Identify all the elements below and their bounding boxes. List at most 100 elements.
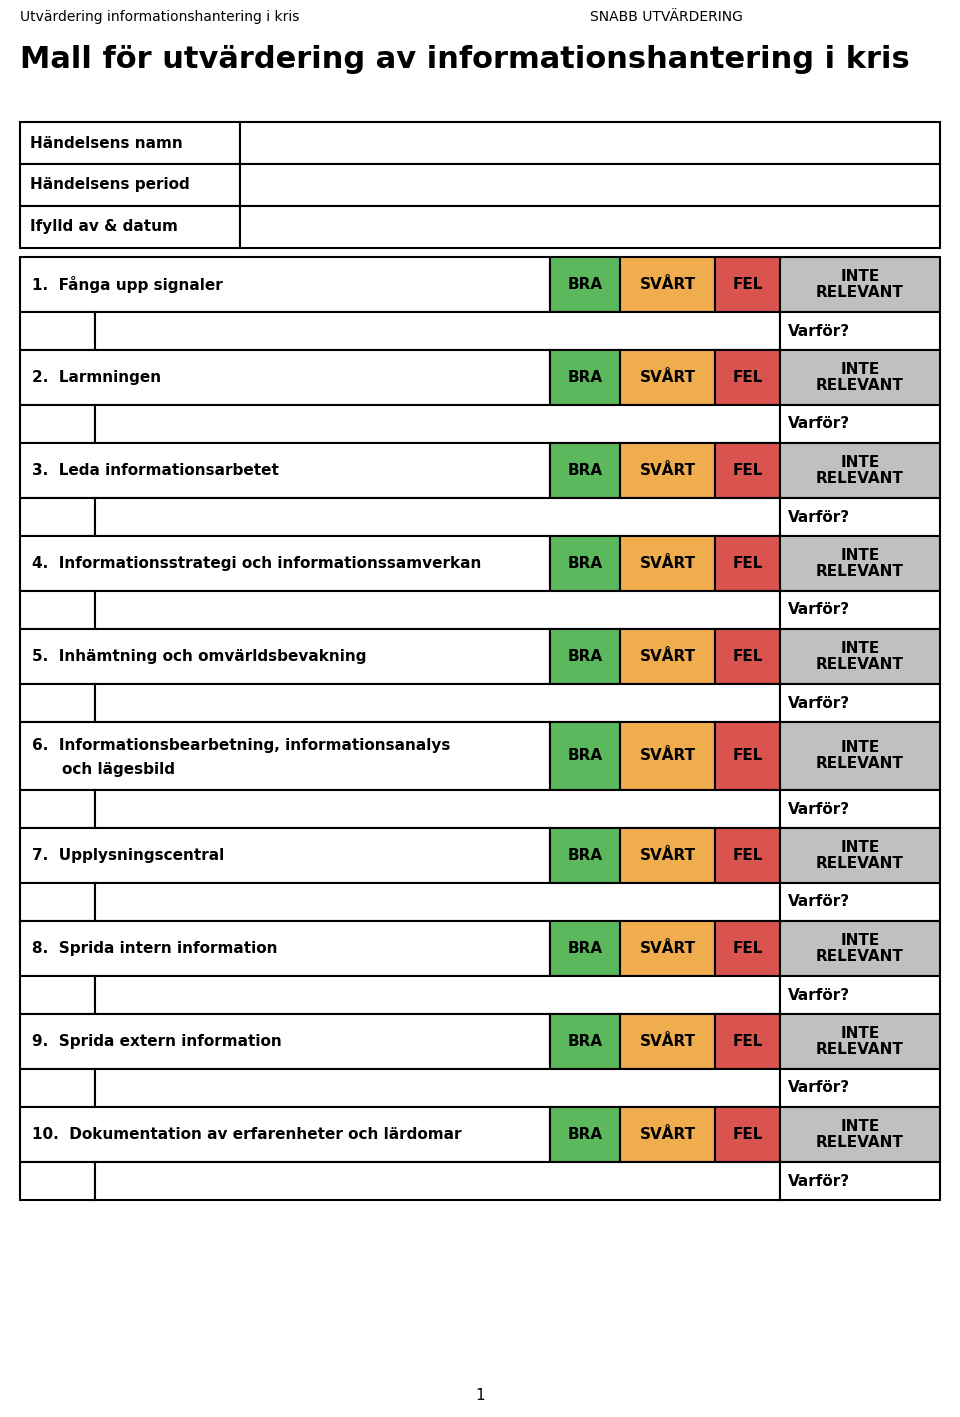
Text: INTE: INTE xyxy=(840,741,879,755)
Text: Varför?: Varför? xyxy=(788,696,851,710)
Text: Varför?: Varför? xyxy=(788,988,851,1002)
Text: INTE: INTE xyxy=(840,1119,879,1134)
Bar xyxy=(715,629,780,684)
Bar xyxy=(620,350,715,405)
Bar xyxy=(20,164,240,205)
Text: RELEVANT: RELEVANT xyxy=(816,856,904,871)
Bar xyxy=(780,684,940,723)
Text: Ifylld av & datum: Ifylld av & datum xyxy=(30,220,178,234)
Bar xyxy=(20,497,95,536)
Text: 9.  Sprida extern information: 9. Sprida extern information xyxy=(32,1034,281,1049)
Text: Varför?: Varför? xyxy=(788,602,851,618)
Bar xyxy=(620,723,715,791)
Text: RELEVANT: RELEVANT xyxy=(816,285,904,300)
Text: RELEVANT: RELEVANT xyxy=(816,470,904,486)
Text: Varför?: Varför? xyxy=(788,510,851,524)
Bar xyxy=(780,921,940,976)
Text: 1: 1 xyxy=(475,1387,485,1403)
Text: RELEVANT: RELEVANT xyxy=(816,757,904,771)
Text: SVÅRT: SVÅRT xyxy=(639,463,696,478)
Bar xyxy=(620,536,715,591)
Text: SVÅRT: SVÅRT xyxy=(639,1127,696,1142)
Bar xyxy=(620,629,715,684)
Text: Händelsens namn: Händelsens namn xyxy=(30,136,182,150)
Text: Varför?: Varför? xyxy=(788,894,851,910)
Bar xyxy=(20,883,95,921)
Bar xyxy=(20,791,95,828)
Text: INTE: INTE xyxy=(840,932,879,948)
Text: FEL: FEL xyxy=(732,370,762,385)
Bar xyxy=(620,256,715,312)
Text: BRA: BRA xyxy=(567,370,603,385)
Text: FEL: FEL xyxy=(732,1127,762,1142)
Bar xyxy=(550,1107,620,1162)
Bar xyxy=(20,350,550,405)
Text: SVÅRT: SVÅRT xyxy=(639,649,696,665)
Bar xyxy=(95,976,780,1015)
Text: INTE: INTE xyxy=(840,640,879,656)
Bar xyxy=(95,1068,780,1107)
Text: BRA: BRA xyxy=(567,649,603,665)
Text: FEL: FEL xyxy=(732,649,762,665)
Text: 6.  Informationsbearbetning, informationsanalys: 6. Informationsbearbetning, informations… xyxy=(32,738,450,754)
Text: 1.  Fånga upp signaler: 1. Fånga upp signaler xyxy=(32,276,223,293)
Bar xyxy=(95,591,780,629)
Bar xyxy=(550,256,620,312)
Text: SVÅRT: SVÅRT xyxy=(639,941,696,956)
Text: SVÅRT: SVÅRT xyxy=(639,370,696,385)
Text: INTE: INTE xyxy=(840,269,879,283)
Bar xyxy=(780,497,940,536)
Bar xyxy=(780,591,940,629)
Bar xyxy=(20,921,550,976)
Bar xyxy=(780,536,940,591)
Bar xyxy=(20,723,550,791)
Text: BRA: BRA xyxy=(567,555,603,571)
Bar xyxy=(620,1015,715,1068)
Text: BRA: BRA xyxy=(567,941,603,956)
Text: 7.  Upplysningscentral: 7. Upplysningscentral xyxy=(32,847,225,863)
Text: RELEVANT: RELEVANT xyxy=(816,657,904,672)
Bar xyxy=(550,1015,620,1068)
Text: BRA: BRA xyxy=(567,463,603,478)
Bar xyxy=(20,828,550,883)
Bar xyxy=(780,256,940,312)
Text: FEL: FEL xyxy=(732,555,762,571)
Bar xyxy=(715,536,780,591)
Bar xyxy=(550,444,620,497)
Text: 3.  Leda informationsarbetet: 3. Leda informationsarbetet xyxy=(32,463,278,478)
Text: RELEVANT: RELEVANT xyxy=(816,564,904,580)
Bar xyxy=(780,312,940,350)
Text: SVÅRT: SVÅRT xyxy=(639,847,696,863)
Text: Varför?: Varför? xyxy=(788,1173,851,1189)
Text: BRA: BRA xyxy=(567,1127,603,1142)
Bar xyxy=(20,1068,95,1107)
Bar xyxy=(240,205,940,248)
Bar xyxy=(620,828,715,883)
Text: 10.  Dokumentation av erfarenheter och lärdomar: 10. Dokumentation av erfarenheter och lä… xyxy=(32,1127,462,1142)
Bar xyxy=(20,591,95,629)
Bar xyxy=(780,1015,940,1068)
Bar xyxy=(550,828,620,883)
Text: INTE: INTE xyxy=(840,361,879,377)
Bar xyxy=(550,536,620,591)
Bar xyxy=(780,976,940,1015)
Bar xyxy=(20,1162,95,1200)
Bar xyxy=(715,350,780,405)
Bar xyxy=(20,405,95,444)
Bar xyxy=(20,205,240,248)
Text: BRA: BRA xyxy=(567,748,603,764)
Bar xyxy=(20,629,550,684)
Bar xyxy=(95,791,780,828)
Text: SNABB UTVÄRDERING: SNABB UTVÄRDERING xyxy=(590,10,743,24)
Text: Varför?: Varför? xyxy=(788,802,851,816)
Bar xyxy=(715,723,780,791)
Text: och lägesbild: och lägesbild xyxy=(62,762,175,777)
Text: SVÅRT: SVÅRT xyxy=(639,555,696,571)
Bar xyxy=(240,164,940,205)
Text: BRA: BRA xyxy=(567,276,603,292)
Bar xyxy=(20,536,550,591)
Bar xyxy=(780,828,940,883)
Text: RELEVANT: RELEVANT xyxy=(816,1135,904,1151)
Text: 8.  Sprida intern information: 8. Sprida intern information xyxy=(32,941,277,956)
Bar xyxy=(715,1107,780,1162)
